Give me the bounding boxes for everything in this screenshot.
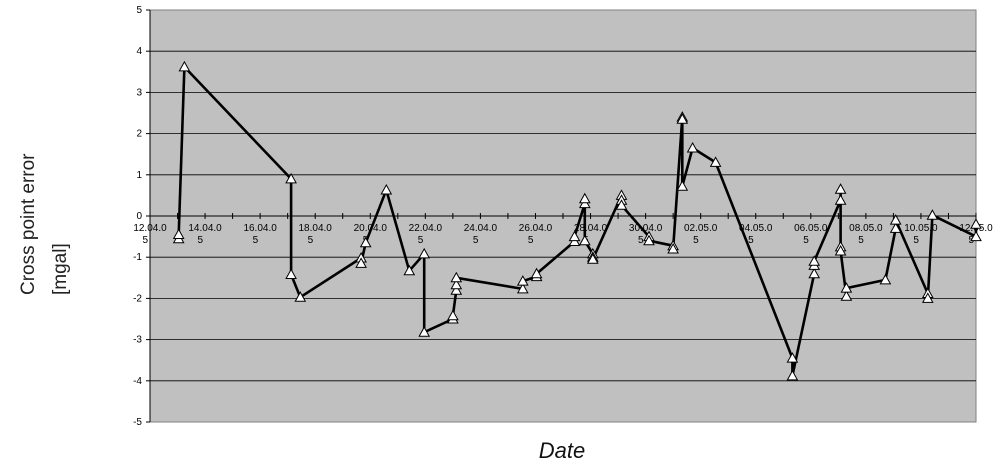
x-axis-label: Date [538,438,586,463]
y-tick-label: -4 [133,376,142,387]
data-point-marker [840,290,853,301]
data-point-marker [355,257,367,268]
x-tick-label-year: 5 [913,235,919,246]
x-tick-label-year: 5 [748,235,754,246]
data-point-marker [530,267,543,279]
x-tick-label: 02.05.0 [684,223,718,234]
data-point-marker [450,271,463,283]
x-tick-label-year: 5 [473,235,479,246]
y-tick-label: 2 [136,129,142,140]
x-tick-label: 28.04.0 [574,223,608,234]
data-point-marker [667,242,679,254]
x-tick-label: 18.04.0 [299,223,333,234]
y-tick-label: 1 [136,170,142,181]
x-tick-label: 16.04.0 [243,223,277,234]
data-point-marker [921,292,934,303]
data-point-marker [450,284,463,295]
data-point-marker [578,234,591,246]
x-tick-label-year: 5 [308,235,314,246]
data-point-marker [889,214,902,225]
data-point-marker [568,230,581,242]
y-tick-label: -2 [133,293,142,304]
x-tick-label-year: 5 [253,235,259,246]
data-point-marker [418,247,431,259]
x-tick-label-year: 5 [693,235,699,246]
data-point-marker [840,282,853,293]
data-point-marker [586,253,599,264]
data-point-marker [450,278,463,290]
data-point-marker [709,156,722,167]
x-tick-label: 10.05.0 [904,223,938,234]
y-tick-label: 5 [136,5,142,16]
series-layer [172,60,982,381]
data-point-marker [643,234,655,246]
grid-lines [150,50,976,382]
x-tick-label-year: 5 [142,235,148,246]
data-point-marker [294,291,307,302]
data-point-marker [686,141,699,153]
data-point-marker [676,180,689,191]
x-tick-label-year: 5 [198,235,204,246]
x-tick-label: 24.04.0 [464,223,498,234]
x-tick-label: 08.05.0 [849,223,883,234]
data-point-marker [172,228,185,239]
x-tick-label: 26.04.0 [519,223,553,234]
x-tick-label-year: 5 [803,235,809,246]
data-point-marker [786,352,799,363]
data-point-marker [403,264,416,276]
x-tick-label: 06.05.0 [794,223,828,234]
x-tick-label: 30.04.0 [629,223,663,234]
x-tick-label-year: 5 [858,235,864,246]
data-point-marker [834,194,847,205]
data-point-marker [285,268,297,279]
data-point-marker [970,230,982,242]
x-tick-label-year: 5 [418,235,424,246]
data-point-marker [418,326,431,337]
data-point-marker [516,275,529,286]
data-point-marker [178,60,191,72]
data-point-marker [834,183,847,194]
y-tick-label: 3 [136,87,142,98]
x-tick-label: 12.04.0 [133,223,167,234]
data-point-marker [380,183,393,195]
data-point-marker [516,282,529,294]
x-tick-label-year: 5 [638,235,644,246]
data-point-marker [786,369,799,381]
data-point-marker [615,199,628,210]
data-point-marker [808,267,821,279]
data-point-marker [359,236,372,248]
data-point-marker [808,255,821,266]
data-point-marker [889,222,902,233]
data-point-marker [879,273,892,285]
y-tick-label: 4 [136,46,142,57]
y-tick-label: -5 [133,417,142,428]
y-tick-label: -3 [133,335,142,346]
x-tick-label: 22.04.0 [409,223,443,234]
y-axis: -5 -4 -3 -2 -1 0 1 2 3 4 5 [133,5,151,428]
y-tick-label: -1 [133,252,142,263]
data-point-marker [970,218,982,229]
data-point-marker [578,192,591,204]
x-tick-label-year: 5 [528,235,534,246]
x-tick-label: 04.05.0 [739,223,773,234]
y-tick-label: 0 [136,211,142,222]
data-point-marker [447,309,459,321]
data-point-marker [676,113,689,124]
data-point-marker [834,244,847,256]
data-point-marker [926,209,939,220]
data-point-marker [285,172,297,184]
x-tick-label: 14.04.0 [188,223,222,234]
